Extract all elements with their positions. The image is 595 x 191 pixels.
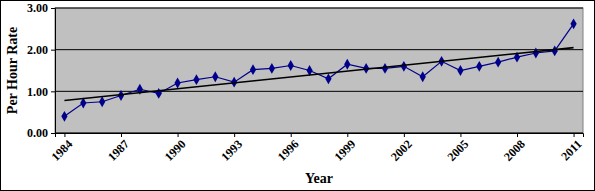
- x-axis-title: Year: [305, 171, 333, 186]
- x-tick-label: 1984: [49, 137, 76, 164]
- x-tick-label: 2002: [388, 137, 415, 164]
- data-line: [64, 24, 573, 117]
- y-tick: 1.00: [27, 85, 55, 99]
- marker: [325, 73, 331, 84]
- x-axis: 1984 1987 1990 1993 1996 1999 2002 2005 2008 2011: [49, 133, 585, 164]
- grid-line: [55, 8, 583, 9]
- x-tick: 2005: [445, 133, 472, 164]
- x-tick-label: 1993: [218, 137, 245, 164]
- y-axis-title: Per Hour Rate: [5, 27, 20, 114]
- marker: [401, 61, 407, 72]
- x-tick: 1999: [331, 133, 358, 164]
- x-tick-label: 1996: [275, 137, 302, 164]
- marker: [250, 64, 256, 75]
- x-tick: 1993: [218, 133, 245, 164]
- y-tick: 3.00: [27, 1, 55, 15]
- x-tick: 2002: [388, 133, 415, 164]
- marker: [344, 59, 350, 70]
- y-tick-mark: [51, 91, 55, 92]
- x-tick: 1996: [275, 133, 302, 164]
- y-axis-line: [51, 9, 56, 134]
- y-tick-mark: [51, 133, 55, 134]
- marker: [533, 48, 539, 59]
- x-tick-label: 2008: [501, 137, 528, 164]
- marker: [156, 88, 162, 99]
- x-tick: 2011: [558, 133, 584, 163]
- y-axis: 0.00 1.00 2.00 3.00: [27, 1, 56, 140]
- y-tick-label: 2.00: [27, 43, 48, 57]
- marker: [61, 111, 67, 122]
- y-tick-label: 1.00: [27, 85, 48, 99]
- marker: [193, 74, 199, 85]
- x-tick: 1990: [162, 133, 189, 164]
- x-tick: 2008: [501, 133, 528, 164]
- x-tick-label: 1987: [105, 137, 132, 164]
- x-tick-label: 1999: [331, 137, 358, 164]
- y-tick-label: 0.00: [27, 126, 48, 140]
- marker: [212, 71, 218, 82]
- marker: [288, 60, 294, 71]
- x-tick: 1984: [49, 133, 76, 164]
- marker: [99, 96, 105, 107]
- x-tick: 1987: [105, 133, 132, 164]
- grid-line: [55, 49, 583, 50]
- x-tick-label: 2005: [445, 137, 472, 164]
- trend-line: [64, 48, 573, 101]
- marker: [476, 61, 482, 72]
- chart: 0.00 1.00 2.00 3.00 1984 1987 1990 1993 1996 1999…: [0, 0, 595, 191]
- x-axis-line: [56, 134, 584, 138]
- marker: [570, 18, 576, 29]
- marker: [495, 57, 501, 68]
- marker: [457, 65, 463, 76]
- series-group: [61, 18, 576, 121]
- plot: 0.00 1.00 2.00 3.00 1984 1987 1990 1993 1996 1999…: [27, 1, 585, 163]
- y-tick-label: 3.00: [27, 1, 48, 15]
- marker: [174, 78, 180, 89]
- marker: [382, 63, 388, 74]
- x-tick-label: 1990: [162, 137, 189, 164]
- y-tick: 2.00: [27, 43, 55, 57]
- y-tick-mark: [51, 8, 55, 9]
- marker: [552, 45, 558, 56]
- y-tick-mark: [51, 50, 55, 51]
- chart-border: [1, 1, 595, 191]
- x-tick-label: 2011: [558, 137, 584, 163]
- marker: [420, 71, 426, 82]
- grid: [55, 8, 583, 133]
- y-tick: 0.00: [27, 126, 55, 140]
- plot-area: [55, 8, 583, 133]
- marker: [269, 63, 275, 74]
